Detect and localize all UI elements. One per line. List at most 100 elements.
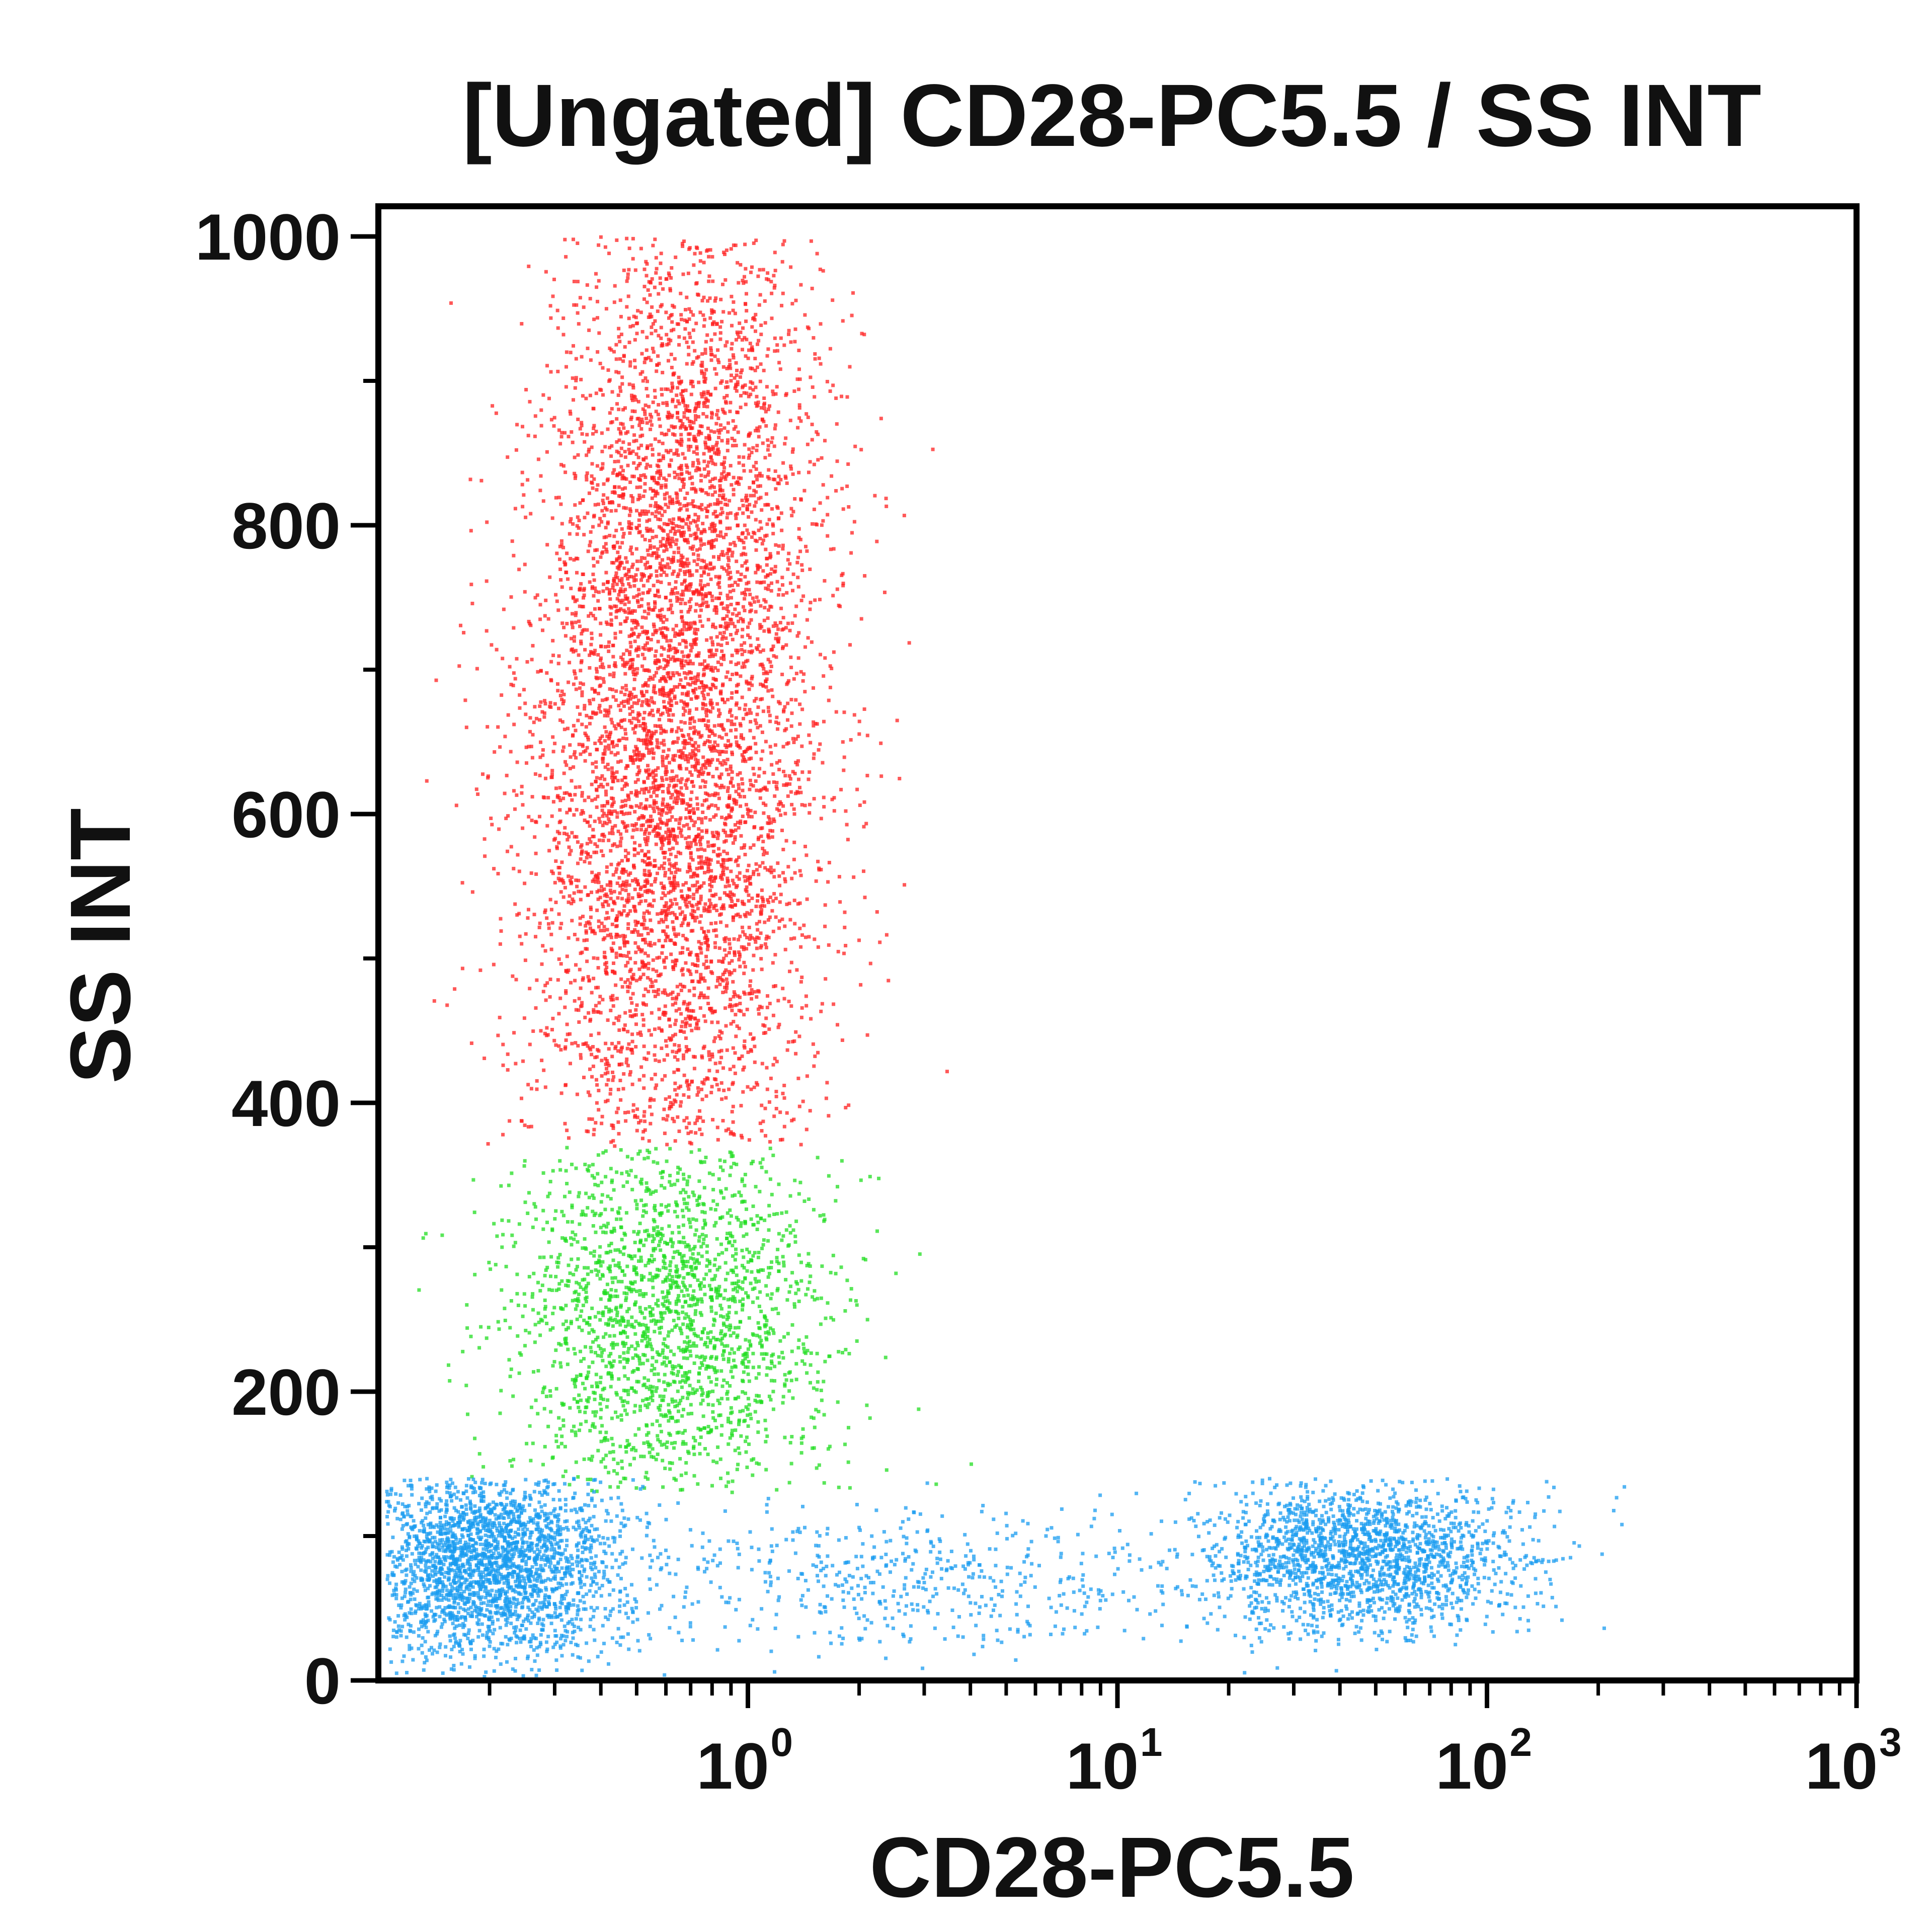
event-point: [750, 265, 754, 269]
event-point: [857, 732, 861, 736]
event-point: [769, 665, 773, 668]
event-point: [757, 774, 761, 778]
event-point: [799, 1143, 803, 1147]
event-point: [640, 948, 644, 952]
event-point: [666, 807, 670, 811]
event-point: [545, 981, 549, 985]
event-point: [584, 725, 588, 729]
event-point: [701, 755, 705, 759]
event-point: [649, 815, 653, 819]
event-point: [656, 710, 660, 714]
event-point: [637, 947, 641, 951]
event-point: [722, 630, 726, 634]
event-point: [588, 1093, 592, 1097]
event-point: [660, 864, 664, 868]
event-point: [642, 1074, 646, 1078]
event-point: [692, 811, 696, 815]
event-point: [745, 890, 749, 894]
event-point: [595, 1055, 599, 1059]
event-point: [672, 452, 676, 456]
event-point: [668, 880, 672, 884]
event-point: [576, 1044, 580, 1048]
event-point: [661, 797, 665, 801]
event-point: [663, 1132, 667, 1136]
event-point: [757, 303, 761, 307]
event-point: [777, 874, 781, 878]
event-point: [669, 648, 673, 652]
event-point: [559, 890, 563, 894]
event-point: [645, 843, 649, 846]
event-point: [740, 1136, 744, 1140]
event-point: [637, 518, 641, 522]
event-point: [729, 247, 733, 251]
event-point: [642, 710, 647, 714]
event-point: [787, 679, 791, 683]
event-point: [748, 875, 752, 879]
event-point: [761, 664, 765, 668]
event-point: [844, 1106, 848, 1109]
event-point: [662, 960, 666, 964]
event-point: [710, 1020, 714, 1024]
event-point: [540, 710, 544, 714]
event-point: [718, 752, 722, 756]
event-point: [794, 604, 798, 608]
event-point: [679, 989, 683, 992]
event-point: [739, 804, 743, 808]
event-point: [878, 940, 882, 944]
event-point: [625, 1046, 629, 1051]
event-point: [732, 1065, 736, 1069]
event-point: [654, 494, 657, 498]
event-point: [703, 442, 707, 446]
event-point: [650, 929, 654, 933]
event-point: [568, 767, 572, 770]
event-point: [676, 559, 680, 563]
event-point: [698, 770, 702, 774]
event-point: [643, 830, 647, 834]
event-point: [771, 645, 775, 648]
event-point: [606, 714, 610, 718]
event-point: [677, 822, 681, 826]
event-point: [688, 574, 692, 578]
event-point: [638, 1030, 642, 1034]
event-point: [720, 637, 724, 641]
event-point: [596, 483, 600, 487]
event-point: [666, 537, 670, 541]
event-point: [633, 753, 637, 757]
event-point: [720, 978, 724, 982]
event-point: [825, 380, 829, 383]
event-point: [744, 588, 748, 592]
event-point: [699, 847, 703, 851]
event-point: [594, 779, 598, 783]
event-point: [623, 672, 627, 676]
event-point: [840, 1038, 844, 1042]
event-point: [642, 1114, 646, 1118]
event-point: [670, 588, 674, 592]
event-point: [605, 587, 609, 591]
event-point: [686, 947, 690, 951]
event-point: [720, 763, 724, 767]
event-point: [688, 895, 692, 899]
event-point: [592, 515, 596, 519]
event-point: [698, 735, 702, 739]
event-point: [554, 496, 558, 500]
event-point: [734, 1034, 738, 1038]
event-point: [727, 970, 731, 974]
event-point: [563, 563, 567, 567]
event-point: [823, 579, 827, 583]
event-point: [740, 653, 744, 657]
event-point: [761, 1023, 765, 1027]
event-point: [727, 739, 730, 743]
event-point: [687, 332, 691, 336]
event-point: [710, 529, 714, 533]
event-point: [592, 835, 596, 839]
event-point: [556, 682, 559, 686]
event-point: [565, 832, 569, 836]
event-point: [614, 509, 618, 513]
event-point: [632, 621, 636, 624]
event-point: [762, 672, 766, 676]
event-point: [634, 950, 638, 954]
event-point: [513, 507, 517, 511]
event-point: [672, 968, 676, 972]
event-point: [640, 418, 644, 421]
event-point: [816, 859, 820, 863]
